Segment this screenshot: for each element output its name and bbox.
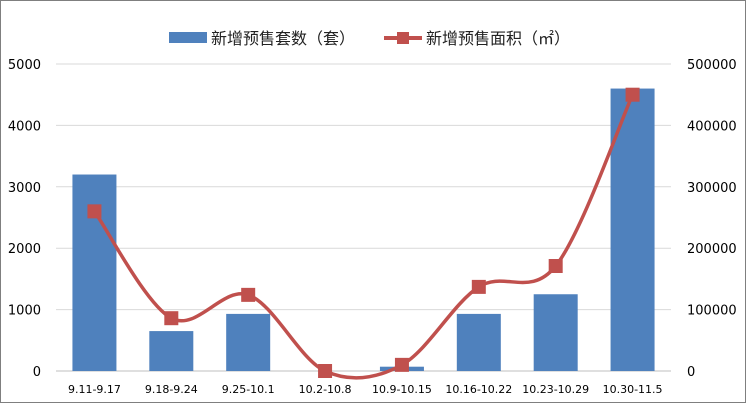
left-tick-label: 4000 xyxy=(8,119,41,134)
left-axis-ticks: 0 1000 2000 3000 4000 5000 xyxy=(8,58,41,380)
category-label: 9.11-9.17 xyxy=(68,383,121,396)
category-label: 10.2-10.8 xyxy=(299,383,352,396)
line-marker-10.2-10.8 xyxy=(318,364,333,378)
right-tick-label: 400000 xyxy=(687,119,737,134)
bar-9.25-10.1 xyxy=(226,313,271,371)
line-series xyxy=(87,87,640,380)
bar-9.11-9.17 xyxy=(72,174,117,371)
legend: 新增预售套数（套） 新增预售面积（㎡） xyxy=(169,29,570,48)
line-marker-10.16-10.22 xyxy=(471,279,486,294)
line-marker-9.11-9.17 xyxy=(87,204,102,219)
bar-10.16-10.22 xyxy=(456,313,501,371)
line-marker-9.25-10.1 xyxy=(241,287,256,302)
legend-label-bar: 新增预售套数（套） xyxy=(211,29,355,48)
right-tick-label: 500000 xyxy=(687,58,737,73)
right-tick-label: 100000 xyxy=(687,304,737,319)
left-tick-label: 5000 xyxy=(8,58,41,73)
right-tick-label: 0 xyxy=(687,365,695,380)
left-tick-label: 1000 xyxy=(8,304,41,319)
right-tick-label: 300000 xyxy=(687,181,737,196)
left-tick-label: 2000 xyxy=(8,242,41,257)
gridlines xyxy=(56,63,671,372)
right-tick-label: 200000 xyxy=(687,242,737,257)
category-label: 10.30-11.5 xyxy=(603,383,663,396)
category-label: 10.23-10.29 xyxy=(522,383,589,396)
category-label: 9.18-9.24 xyxy=(145,383,198,396)
category-label: 10.9-10.15 xyxy=(372,383,432,396)
left-tick-label: 3000 xyxy=(8,181,41,196)
category-label: 10.16-10.22 xyxy=(445,383,512,396)
category-label: 9.25-10.1 xyxy=(222,383,275,396)
category-axis-labels: 9.11-9.17 9.18-9.24 9.25-10.1 10.2-10.8 10.9… xyxy=(68,383,663,396)
line-marker-10.9-10.15 xyxy=(394,357,409,372)
legend-swatch-marker xyxy=(397,32,409,44)
bar-series xyxy=(72,88,655,371)
line-marker-9.18-9.24 xyxy=(164,311,179,326)
right-axis-ticks: 0 100000 200000 300000 400000 500000 xyxy=(687,58,737,380)
line-marker-10.30-11.5 xyxy=(625,87,640,102)
legend-swatch-bar xyxy=(169,32,207,43)
bar-10.23-10.29 xyxy=(533,294,578,371)
bar-9.18-9.24 xyxy=(149,331,194,371)
legend-label-line: 新增预售面积（㎡） xyxy=(426,29,570,48)
line-marker-10.23-10.29 xyxy=(548,259,563,274)
left-tick-label: 0 xyxy=(33,365,41,380)
